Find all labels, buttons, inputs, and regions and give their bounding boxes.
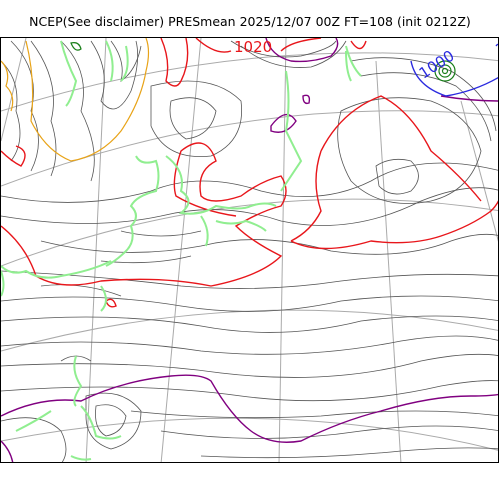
contour-label-1020: 1020 xyxy=(234,38,272,56)
map-canvas: 1020 1000 xyxy=(1,38,498,462)
weather-map: 1020 1000 xyxy=(0,37,499,463)
coastline xyxy=(1,40,362,461)
orange-contour xyxy=(1,38,150,162)
graticule xyxy=(1,38,498,462)
isobar-1020 xyxy=(1,38,498,308)
isobar-1000 xyxy=(410,43,498,97)
low-center xyxy=(70,42,456,82)
map-title: NCEP(See disclaimer) PRESmean 2025/12/07… xyxy=(29,14,471,29)
isobars-minor xyxy=(1,40,498,462)
isobar-purple xyxy=(1,38,498,462)
